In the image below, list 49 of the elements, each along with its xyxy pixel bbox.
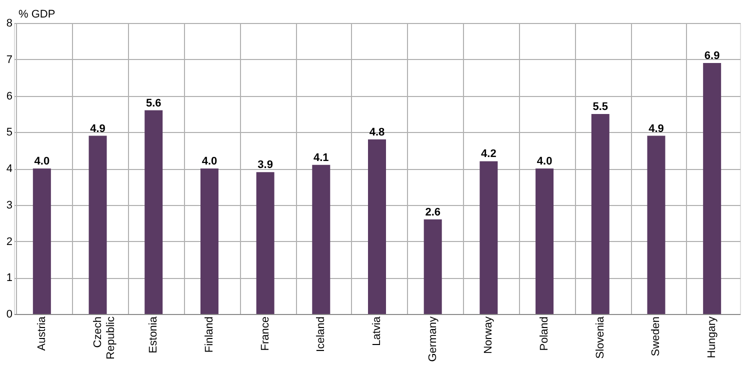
data-label: 6.9 (704, 50, 720, 62)
bar (144, 110, 163, 314)
data-label: 4.1 (314, 152, 329, 164)
y-tick-label: 0 (6, 308, 12, 320)
x-tick-label: Austria (36, 316, 48, 351)
x-tick-label: Latvia (371, 316, 383, 346)
data-label: 4.9 (90, 122, 106, 135)
x-tick-label: France (259, 316, 272, 351)
data-label: 2.6 (425, 206, 440, 218)
y-tick-label: 5 (6, 126, 12, 139)
x-tick-label: Finland (203, 316, 216, 353)
bar (480, 161, 498, 314)
bar (312, 164, 330, 314)
bar (424, 219, 442, 314)
bar (591, 114, 610, 314)
data-label: 4.0 (202, 156, 218, 168)
y-tick-label: 2 (6, 236, 12, 248)
data-label: 5.6 (146, 97, 162, 110)
x-tick-label: Poland (538, 316, 551, 351)
x-tick-label: Estonia (148, 316, 160, 354)
y-tick-label: 8 (6, 18, 12, 30)
data-label: 3.9 (258, 159, 273, 172)
y-tick-label: 3 (6, 199, 12, 212)
bar (368, 139, 386, 314)
x-tick-label: Czech Republic (92, 316, 117, 360)
bar (647, 136, 666, 314)
data-label: 4.0 (536, 156, 552, 168)
x-tick-label: Norway (482, 316, 495, 354)
data-label: 4.8 (369, 126, 385, 138)
x-tick-label: Slovenia (594, 316, 606, 359)
data-label: 4.9 (648, 122, 664, 135)
bar (88, 136, 107, 314)
data-label: 4.2 (481, 148, 496, 160)
x-tick-label: Hungary (706, 316, 718, 358)
x-tick-label: Germany (426, 316, 439, 362)
y-tick-label: 4 (6, 163, 12, 175)
x-tick-label: Sweden (650, 316, 662, 356)
data-label: 5.5 (592, 100, 608, 113)
bar (536, 168, 554, 314)
bar (256, 172, 274, 314)
y-tick-label: 1 (6, 272, 12, 284)
data-label: 4.0 (34, 156, 50, 168)
y-axis-title: % GDP (18, 8, 56, 20)
bar (200, 168, 218, 314)
bar (703, 63, 722, 314)
bar (32, 168, 51, 314)
y-tick-label: 6 (6, 90, 12, 102)
x-tick-label: Iceland (315, 316, 328, 352)
y-tick-label: 7 (6, 54, 12, 66)
